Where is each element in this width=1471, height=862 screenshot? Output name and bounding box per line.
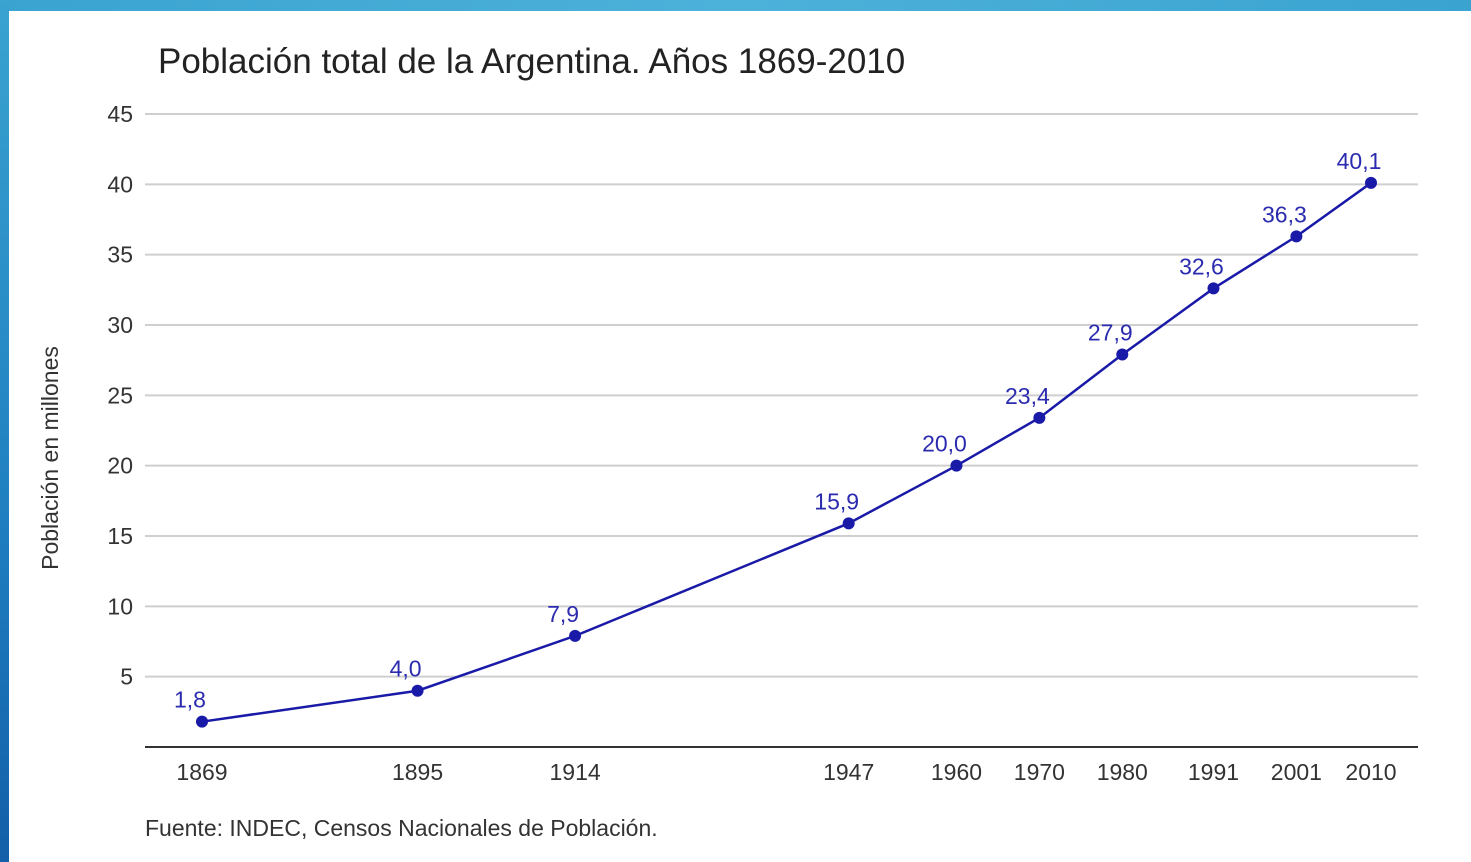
y-tick-10: 10: [107, 593, 133, 619]
data-point-1869: [196, 715, 208, 728]
data-points: [196, 176, 1377, 728]
x-tick-1947: 1947: [823, 759, 874, 785]
x-tick-1914: 1914: [549, 759, 600, 785]
data-labels: 1,8 4,0 7,9 15,9 20,0 23,4 27,9 32,6 36,3 40,1: [174, 148, 1381, 713]
y-tick-30: 30: [107, 312, 133, 338]
x-tick-2001: 2001: [1271, 759, 1322, 785]
y-tick-45: 45: [107, 101, 133, 127]
data-point-1914: [569, 629, 582, 642]
data-label-1869: 1,8: [174, 687, 206, 713]
slide-top-border: [0, 0, 1471, 11]
x-tick-1869: 1869: [176, 759, 227, 785]
data-point-2010: [1365, 176, 1377, 189]
y-tick-25: 25: [107, 382, 133, 408]
data-point-1991: [1207, 282, 1220, 295]
data-label-1947: 15,9: [814, 488, 859, 514]
y-tick-40: 40: [107, 171, 133, 197]
y-tick-35: 35: [107, 242, 133, 268]
grid-lines: [145, 113, 1418, 678]
y-axis-label: Población en millones: [37, 346, 63, 570]
data-label-1980: 27,9: [1088, 320, 1133, 346]
x-tick-1960: 1960: [931, 759, 982, 785]
y-tick-20: 20: [107, 453, 133, 479]
series-line: [201, 181, 1372, 723]
x-tick-1991: 1991: [1188, 759, 1239, 785]
data-label-1991: 32,6: [1179, 253, 1224, 279]
data-label-2010: 40,1: [1337, 148, 1382, 174]
data-point-1980: [1116, 348, 1129, 361]
data-label-1895: 4,0: [390, 656, 422, 682]
data-label-1914: 7,9: [547, 601, 579, 627]
chart-title: Población total de la Argentina. Años 18…: [158, 42, 905, 81]
y-tick-15: 15: [107, 523, 133, 549]
data-point-1947: [842, 517, 855, 530]
data-label-2001: 36,3: [1262, 201, 1307, 227]
data-label-1960: 20,0: [922, 431, 967, 457]
data-point-1960: [950, 459, 963, 472]
source-note: Fuente: INDEC, Censos Nacionales de Pobl…: [145, 815, 658, 841]
data-point-2001: [1290, 230, 1303, 243]
x-tick-labels: 1869 1895 1914 1947 1960 1970 1980 1991 2001 2010: [176, 759, 1396, 785]
y-tick-labels: 5 10 15 20 25 30 35 40 45: [107, 101, 133, 690]
x-tick-2010: 2010: [1345, 759, 1396, 785]
data-point-1970: [1033, 411, 1046, 424]
x-tick-1970: 1970: [1014, 759, 1065, 785]
x-tick-1980: 1980: [1097, 759, 1148, 785]
y-tick-5: 5: [120, 664, 133, 690]
data-label-1970: 23,4: [1005, 383, 1050, 409]
slide-left-border: [0, 0, 9, 862]
data-point-1895: [411, 684, 424, 697]
x-tick-1895: 1895: [392, 759, 443, 785]
